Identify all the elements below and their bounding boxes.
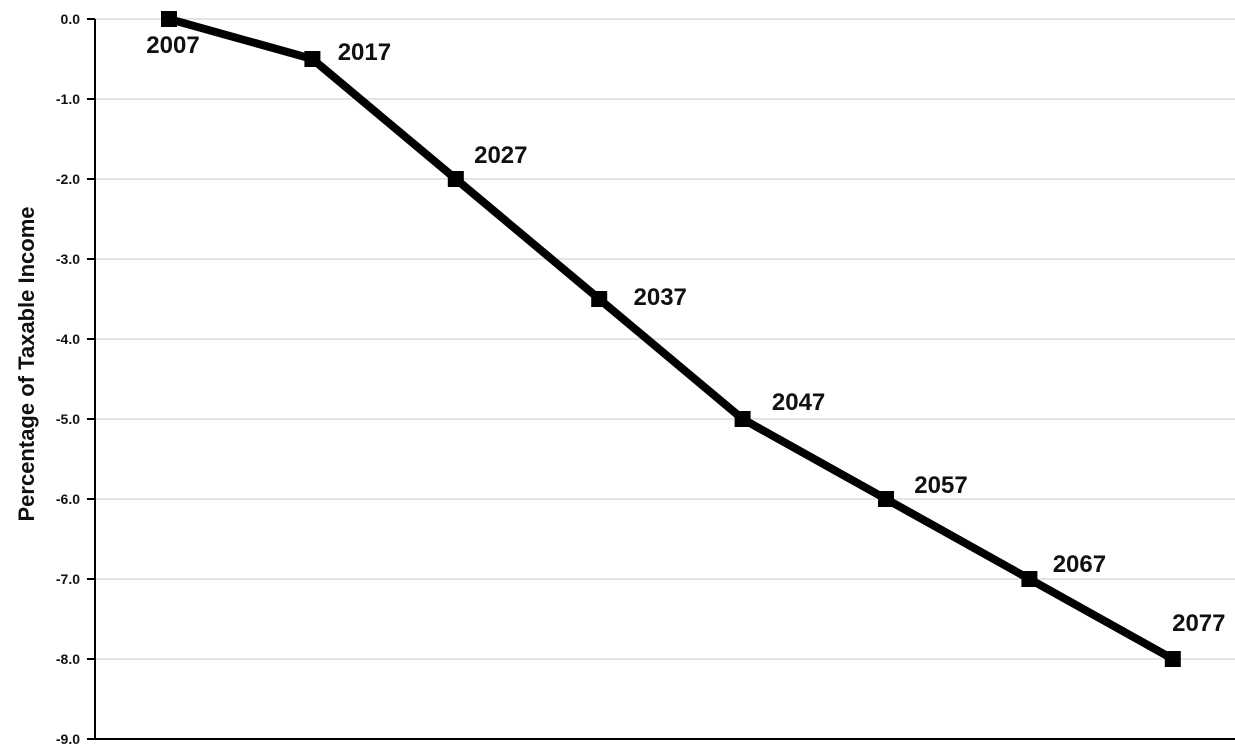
- axis-layer: 0.0 -1.0 -2.0 -3.0 -4.0 -5.0 -6.0 -7.0 -8.0 -9.0: [56, 11, 1235, 747]
- data-point-marker: [1021, 571, 1038, 587]
- data-point-marker: [304, 51, 321, 67]
- data-point-marker: [591, 291, 608, 307]
- label-layer: 2007 2017 2027 2037 2047 2057 2067 2077: [146, 32, 1225, 637]
- y-tick-label: -6.0: [56, 491, 80, 507]
- data-point-marker: [878, 491, 894, 507]
- y-axis-title: Percentage of Taxable Income: [14, 206, 39, 521]
- data-point-marker: [1164, 651, 1181, 667]
- data-label-2007: 2007: [146, 32, 199, 59]
- data-label-2017: 2017: [338, 39, 391, 66]
- data-point-marker: [734, 411, 751, 427]
- data-label-2067: 2067: [1053, 551, 1106, 578]
- data-label-2047: 2047: [772, 389, 825, 416]
- grid-layer: [95, 18, 1235, 660]
- y-tick-label: -9.0: [56, 731, 80, 747]
- y-tick-label: -8.0: [56, 651, 80, 667]
- data-label-2077: 2077: [1172, 610, 1225, 637]
- data-label-2057: 2057: [914, 472, 967, 499]
- y-tick-label: -4.0: [56, 331, 80, 347]
- data-label-2037: 2037: [634, 284, 687, 311]
- y-tick-label: -3.0: [56, 251, 80, 267]
- series-layer: [161, 11, 1181, 667]
- data-point-marker: [447, 171, 464, 187]
- y-tick-label: -5.0: [56, 411, 80, 427]
- y-tick-label: 0.0: [61, 11, 81, 27]
- series-line: [165, 15, 1177, 663]
- y-tick-label: -2.0: [56, 171, 80, 187]
- y-tick-label: -1.0: [56, 91, 80, 107]
- data-label-2027: 2027: [474, 142, 527, 169]
- y-tick-label: -7.0: [56, 571, 80, 587]
- data-point-marker: [161, 11, 177, 27]
